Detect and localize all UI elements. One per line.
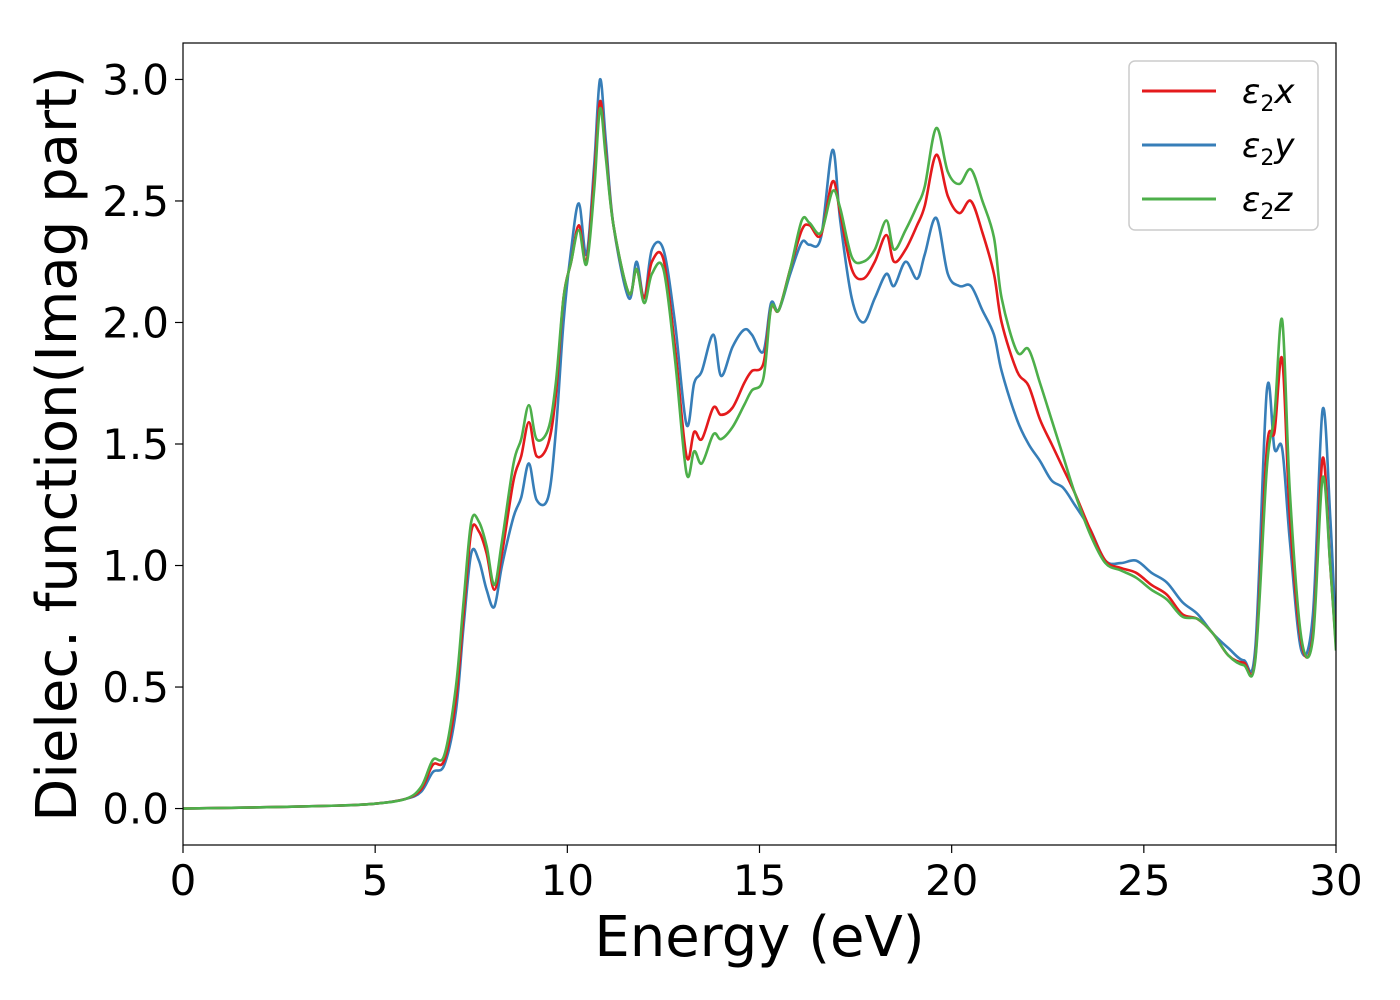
y-tick-label: 0.5	[102, 663, 169, 712]
y-tick-label: 0.0	[102, 785, 169, 834]
x-tick-label: 30	[1309, 856, 1362, 905]
y-tick-label: 2.5	[102, 177, 169, 226]
series-line-z	[183, 107, 1336, 810]
y-tick-label: 2.0	[102, 298, 169, 347]
y-tick-label: 1.5	[102, 420, 169, 469]
x-tick-label: 25	[1117, 856, 1170, 905]
series-layer	[183, 78, 1336, 810]
x-axis-title: Energy (eV)	[594, 905, 924, 970]
legend: ε2x ε2y ε2z	[1128, 60, 1319, 231]
legend-label-z: ε2z	[1242, 180, 1293, 225]
x-axis: 0 5 10 15 20 25 30	[170, 845, 1363, 905]
legend-label-y: ε2y	[1242, 126, 1295, 171]
series-line-y	[183, 78, 1336, 810]
x-tick-label: 15	[733, 856, 786, 905]
y-tick-label: 1.0	[102, 542, 169, 591]
legend-label-x: ε2x	[1242, 72, 1295, 117]
x-tick-label: 20	[925, 856, 978, 905]
y-axis: 0.0 0.5 1.0 1.5 2.0 2.5 3.0	[102, 55, 183, 834]
x-tick-label: 0	[170, 856, 197, 905]
y-tick-label: 3.0	[102, 55, 169, 104]
x-tick-label: 5	[362, 856, 389, 905]
legend-box	[1128, 60, 1319, 231]
x-tick-label: 10	[541, 856, 594, 905]
y-axis-title: Dielec. function(Imag part)	[25, 66, 90, 822]
